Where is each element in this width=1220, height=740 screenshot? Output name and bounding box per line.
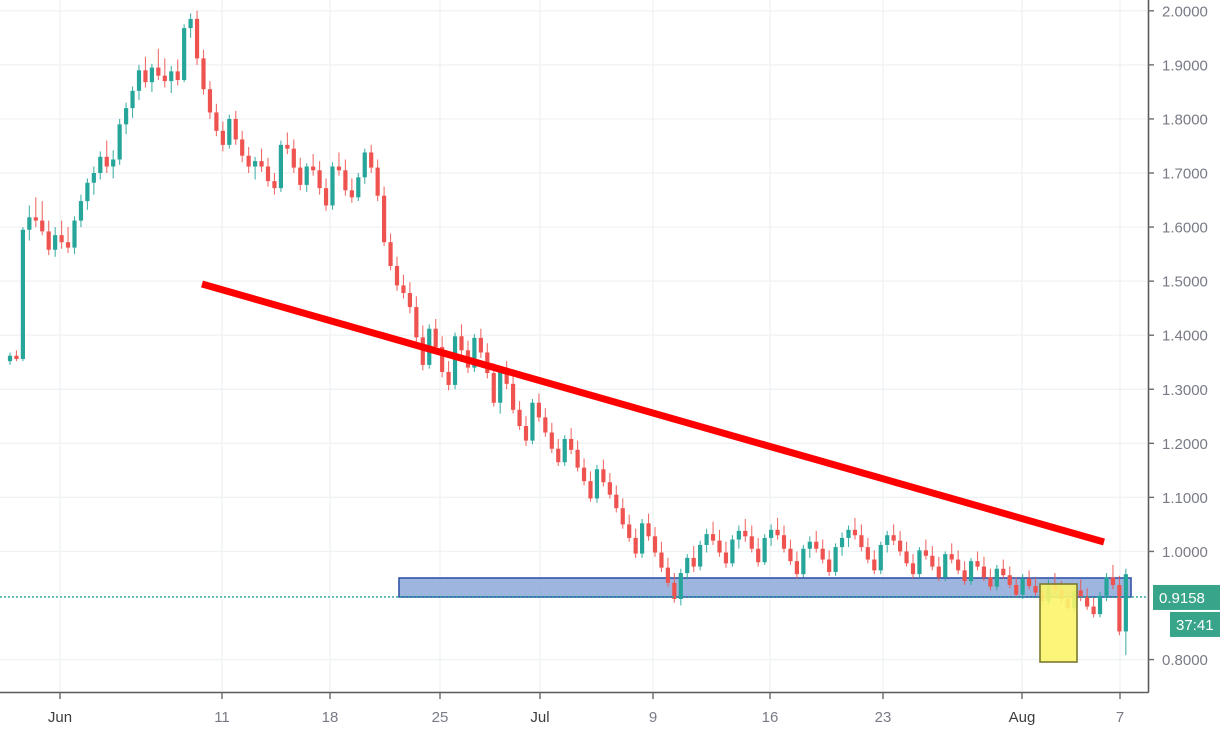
downtrend-line[interactable] [201,280,1105,546]
x-axis-tick-label: 9 [649,709,657,726]
y-axis-tick-label: 1.7000 [1162,166,1208,183]
x-axis-tick-label: 25 [432,709,449,726]
y-axis-tick-labels: 2.0000 1.9000 1.8000 1.7000 1.6000 1.5000 1.40… [1162,3,1208,669]
y-axis-tick-label: 1.0000 [1162,544,1208,561]
y-axis-tick-label: 1.8000 [1162,111,1208,128]
y-axis-tick-label: 1.4000 [1162,328,1208,345]
y-axis-tick-label: 1.9000 [1162,57,1208,74]
countdown-value: 37:41 [1176,617,1214,634]
y-axis-tick-label: 1.6000 [1162,220,1208,237]
x-axis-tick-label: Jun [48,709,72,726]
breakdown-highlight-box[interactable] [1039,583,1078,663]
x-axis-tick-label: 18 [322,709,339,726]
y-axis-tick-label: 1.3000 [1162,382,1208,399]
x-axis-tick-label: 7 [1116,709,1124,726]
last-price-badge: 0.9158 [1153,584,1220,610]
y-axis-tick-label: 0.8000 [1162,652,1208,669]
x-axis-tick-label: 11 [214,709,230,726]
x-axis-tick-labels: Jun 11 18 25 Jul 9 16 23 Aug 7 [48,709,1124,726]
x-axis-tick-label: 16 [762,709,779,726]
countdown-badge: 37:41 [1170,611,1220,637]
grid-layer [0,0,1148,692]
x-axis-tick-label: Jul [530,709,549,726]
x-axis-tick-label: Aug [1009,709,1036,726]
y-axis-tick-label: 1.2000 [1162,436,1208,453]
y-axis-tick-label: 2.0000 [1162,3,1208,20]
y-axis-tick-label: 1.1000 [1162,490,1208,507]
axis-ticks-layer [59,10,1154,699]
x-axis-tick-label: 23 [875,709,892,726]
candlestick-series [7,10,1128,656]
y-axis-tick-label: 1.5000 [1162,274,1208,291]
last-price-value: 0.9158 [1159,590,1205,607]
